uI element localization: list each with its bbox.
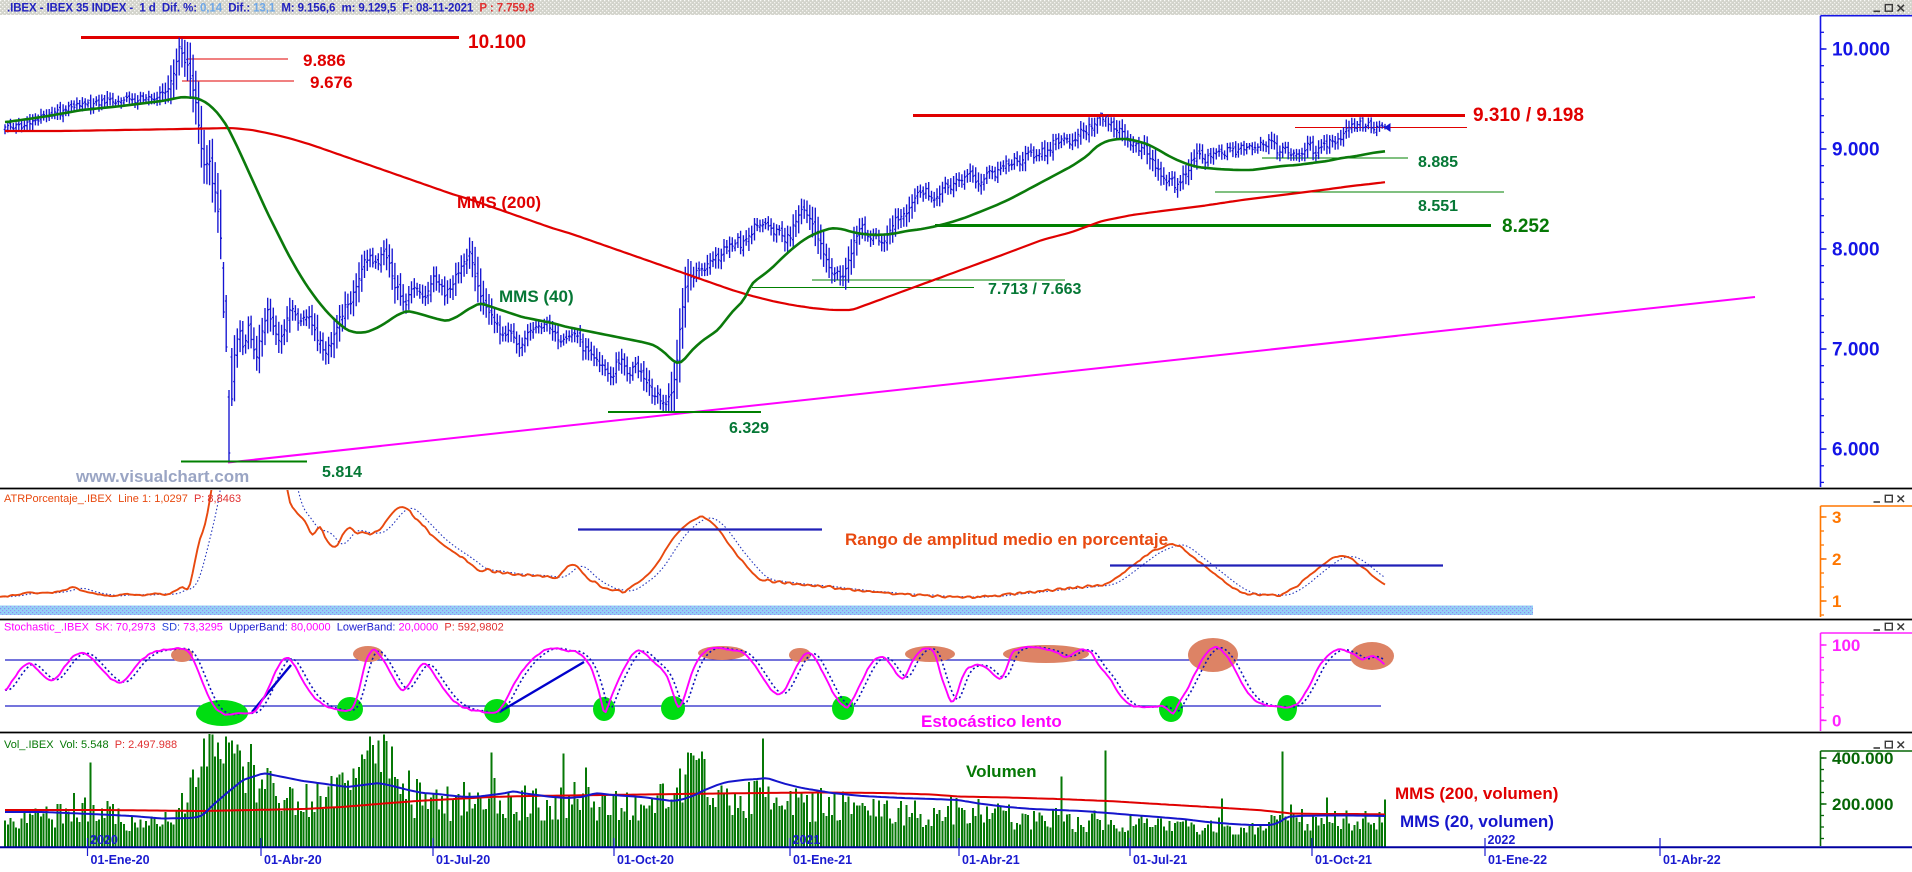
svg-text:0: 0 [1832,711,1841,730]
svg-text:01-Ene-22: 01-Ene-22 [1488,853,1547,867]
svg-text:200.000: 200.000 [1832,795,1893,814]
svg-text:01-Oct-20: 01-Oct-20 [617,853,674,867]
svg-text:MMS (200, volumen): MMS (200, volumen) [1395,784,1558,803]
svg-text:2: 2 [1832,550,1841,569]
svg-text:6.000: 6.000 [1832,440,1880,461]
svg-text:01-Abr-21: 01-Abr-21 [962,853,1020,867]
svg-text:MMS (200): MMS (200) [457,193,541,212]
svg-text:7.000: 7.000 [1832,340,1880,361]
svg-text:01-Jul-21: 01-Jul-21 [1133,853,1187,867]
svg-text:9.310 / 9.198: 9.310 / 9.198 [1473,105,1584,126]
svg-text:01-Ene-20: 01-Ene-20 [91,853,150,867]
svg-text:Estocástico lento: Estocástico lento [921,712,1062,731]
svg-text:8.551: 8.551 [1418,198,1458,215]
svg-text:2021: 2021 [793,833,821,847]
svg-text:8.252: 8.252 [1502,216,1550,237]
svg-text:10.000: 10.000 [1832,40,1890,61]
svg-text:5.814: 5.814 [322,464,362,481]
svg-text:9.676: 9.676 [310,73,353,92]
svg-text:2022: 2022 [1488,833,1516,847]
svg-text:Rango de amplitud medio en por: Rango de amplitud medio en porcentaje [845,530,1168,549]
svg-text:.IBEX - IBEX 35 INDEX - 1 d: .IBEX - IBEX 35 INDEX - 1 d Dif. %: 0,14… [7,3,535,15]
svg-text:6.329: 6.329 [729,420,769,437]
svg-text:01-Abr-22: 01-Abr-22 [1663,853,1721,867]
svg-text:ATRPorcentaje_.IBEX Line 1: 1: ATRPorcentaje_.IBEX Line 1: 1,0297 P: 8,… [4,493,241,505]
svg-text:Volumen: Volumen [966,762,1037,781]
svg-text:01-Ene-21: 01-Ene-21 [793,853,852,867]
svg-text:9.886: 9.886 [303,51,346,70]
svg-text:10.100: 10.100 [468,32,526,53]
svg-text:2020: 2020 [90,833,118,847]
svg-text:9.000: 9.000 [1832,140,1880,161]
svg-text:1: 1 [1832,592,1841,611]
svg-text:01-Jul-20: 01-Jul-20 [436,853,490,867]
svg-text:Vol_.IBEX Vol: 5.548 P: 2.49: Vol_.IBEX Vol: 5.548 P: 2.497.988 [4,739,177,751]
svg-text:8.885: 8.885 [1418,154,1458,171]
svg-text:7.713 / 7.663: 7.713 / 7.663 [988,281,1082,298]
svg-text:8.000: 8.000 [1832,240,1880,261]
svg-text:01-Abr-20: 01-Abr-20 [264,853,322,867]
svg-text:100: 100 [1832,636,1860,655]
svg-text:400.000: 400.000 [1832,749,1893,768]
svg-text:MMS (40): MMS (40) [499,287,574,306]
svg-text:www.visualchart.com: www.visualchart.com [75,467,249,486]
svg-text:01-Oct-21: 01-Oct-21 [1315,853,1372,867]
svg-text:MMS (20, volumen): MMS (20, volumen) [1400,812,1554,831]
svg-text:Stochastic_.IBEX SK: 70,2973: Stochastic_.IBEX SK: 70,2973 SD: 73,3295… [4,622,504,634]
svg-text:3: 3 [1832,508,1841,527]
